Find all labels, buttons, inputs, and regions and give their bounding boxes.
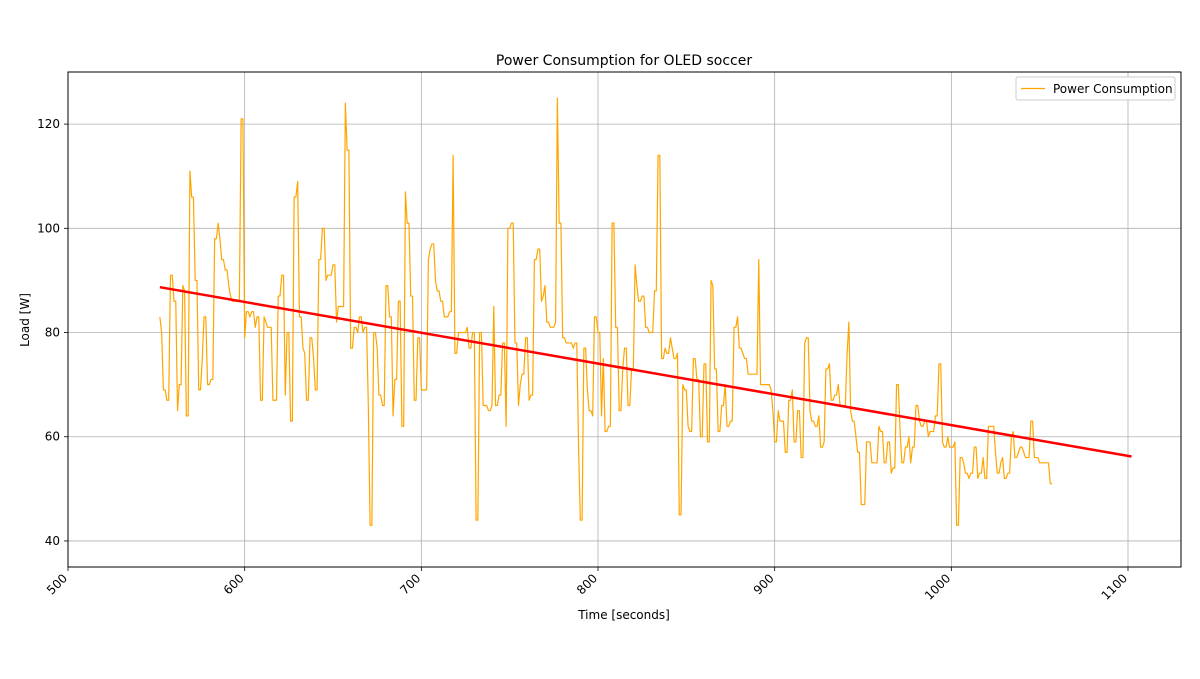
y-axis-label: Load [W] [18,293,32,347]
x-axis-label: Time [seconds] [577,608,670,622]
y-tick-label: 120 [37,117,60,131]
legend: Power Consumption [1015,76,1176,101]
plot-frame [67,71,1182,568]
power-consumption-line [159,97,1053,526]
y-tick-label: 80 [45,326,60,340]
y-tick-label: 100 [37,221,60,235]
chart-title: Power Consumption for OLED soccer [496,53,752,69]
grid [67,72,1181,567]
legend-label: Power Consumption [1053,82,1173,96]
legend-box [1015,76,1176,101]
y-tick-label: 40 [45,534,60,548]
series-layer [159,97,1132,526]
y-tick-label: 60 [45,430,60,444]
trend-line [159,285,1132,458]
y-ticks: 40 60 80 100 120 [37,117,68,548]
